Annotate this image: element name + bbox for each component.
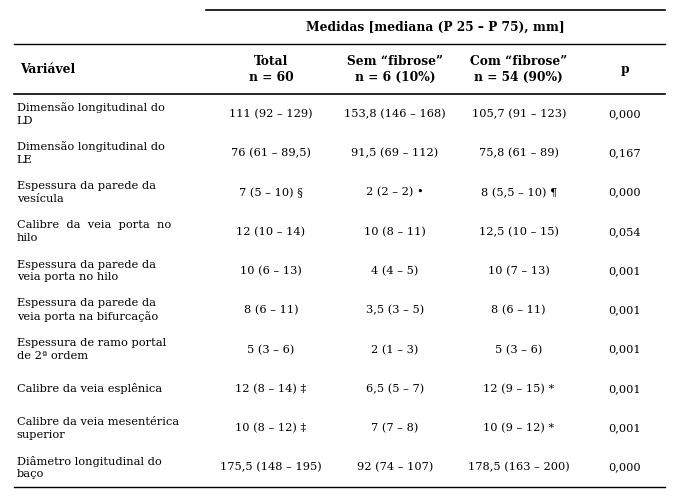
Text: 5 (3 – 6): 5 (3 – 6): [247, 344, 295, 355]
Text: 12 (9 – 15) *: 12 (9 – 15) *: [483, 384, 554, 394]
Text: 0,167: 0,167: [608, 148, 641, 158]
Text: 0,001: 0,001: [608, 423, 641, 433]
Text: 76 (61 – 89,5): 76 (61 – 89,5): [231, 148, 311, 159]
Text: 12,5 (10 – 15): 12,5 (10 – 15): [479, 227, 559, 237]
Text: Calibre  da  veia  porta  no
hilo: Calibre da veia porta no hilo: [17, 221, 171, 243]
Text: 0,001: 0,001: [608, 305, 641, 316]
Text: Espessura de ramo portal
de 2ª ordem: Espessura de ramo portal de 2ª ordem: [17, 338, 166, 361]
Text: 0,001: 0,001: [608, 266, 641, 276]
Text: Com “fibrose”
n = 54 (90%): Com “fibrose” n = 54 (90%): [470, 55, 568, 84]
Text: 3,5 (3 – 5): 3,5 (3 – 5): [366, 305, 424, 316]
Text: 105,7 (91 – 123): 105,7 (91 – 123): [471, 109, 566, 119]
Text: Espessura da parede da
vesícula: Espessura da parede da vesícula: [17, 181, 156, 204]
Text: 8 (6 – 11): 8 (6 – 11): [244, 305, 298, 316]
Text: 0,000: 0,000: [608, 109, 641, 119]
Text: Espessura da parede da
veia porta no hilo: Espessura da parede da veia porta no hil…: [17, 260, 156, 282]
Text: 10 (6 – 13): 10 (6 – 13): [240, 266, 302, 276]
Text: 10 (8 – 12) ‡: 10 (8 – 12) ‡: [236, 423, 307, 433]
Text: 8 (5,5 – 10) ¶: 8 (5,5 – 10) ¶: [481, 187, 557, 198]
Text: 10 (9 – 12) *: 10 (9 – 12) *: [483, 423, 554, 433]
Text: 0,001: 0,001: [608, 344, 641, 355]
Text: p: p: [621, 63, 629, 76]
Text: 153,8 (146 – 168): 153,8 (146 – 168): [344, 109, 446, 119]
Text: 4 (4 – 5): 4 (4 – 5): [371, 266, 418, 276]
Text: Variável: Variável: [20, 63, 75, 76]
Text: 178,5 (163 – 200): 178,5 (163 – 200): [468, 462, 570, 473]
Text: 8 (6 – 11): 8 (6 – 11): [492, 305, 546, 316]
Text: Diâmetro longitudinal do
bаço: Diâmetro longitudinal do bаço: [17, 456, 162, 479]
Text: 10 (7 – 13): 10 (7 – 13): [488, 266, 550, 276]
Text: 92 (74 – 107): 92 (74 – 107): [356, 462, 433, 473]
Text: 175,5 (148 – 195): 175,5 (148 – 195): [220, 462, 322, 473]
Text: 10 (8 – 11): 10 (8 – 11): [364, 227, 426, 237]
Text: 12 (10 – 14): 12 (10 – 14): [236, 227, 306, 237]
Text: 5 (3 – 6): 5 (3 – 6): [495, 344, 543, 355]
Text: 0,001: 0,001: [608, 384, 641, 394]
Text: Espessura da parede da
veia porta na bifurcação: Espessura da parede da veia porta na bif…: [17, 298, 158, 323]
Text: Total
n = 60: Total n = 60: [249, 55, 293, 84]
Text: 75,8 (61 – 89): 75,8 (61 – 89): [479, 148, 559, 159]
Text: 6,5 (5 – 7): 6,5 (5 – 7): [366, 384, 424, 394]
Text: Sem “fibrose”
n = 6 (10%): Sem “fibrose” n = 6 (10%): [347, 55, 443, 84]
Text: 91,5 (69 – 112): 91,5 (69 – 112): [351, 148, 439, 159]
Text: 2 (1 – 3): 2 (1 – 3): [371, 344, 418, 355]
Text: 111 (92 – 129): 111 (92 – 129): [230, 109, 313, 119]
Text: 2 (2 – 2) •: 2 (2 – 2) •: [366, 187, 424, 198]
Text: Medidas [mediana (P 25 – P 75), mm]: Medidas [mediana (P 25 – P 75), mm]: [306, 20, 565, 34]
Text: 12 (8 – 14) ‡: 12 (8 – 14) ‡: [236, 384, 307, 394]
Text: 7 (7 – 8): 7 (7 – 8): [371, 423, 418, 433]
Text: Dimensão longitudinal do
LD: Dimensão longitudinal do LD: [17, 102, 165, 126]
Text: 0,054: 0,054: [608, 227, 641, 237]
Text: Dimensão longitudinal do
LE: Dimensão longitudinal do LE: [17, 142, 165, 165]
Text: Calibre da veia mesentérica
superior: Calibre da veia mesentérica superior: [17, 417, 179, 439]
Text: Calibre da veia esplênica: Calibre da veia esplênica: [17, 383, 162, 395]
Text: 7 (5 – 10) §: 7 (5 – 10) §: [239, 187, 303, 198]
Text: 0,000: 0,000: [608, 462, 641, 473]
Text: 0,000: 0,000: [608, 187, 641, 198]
